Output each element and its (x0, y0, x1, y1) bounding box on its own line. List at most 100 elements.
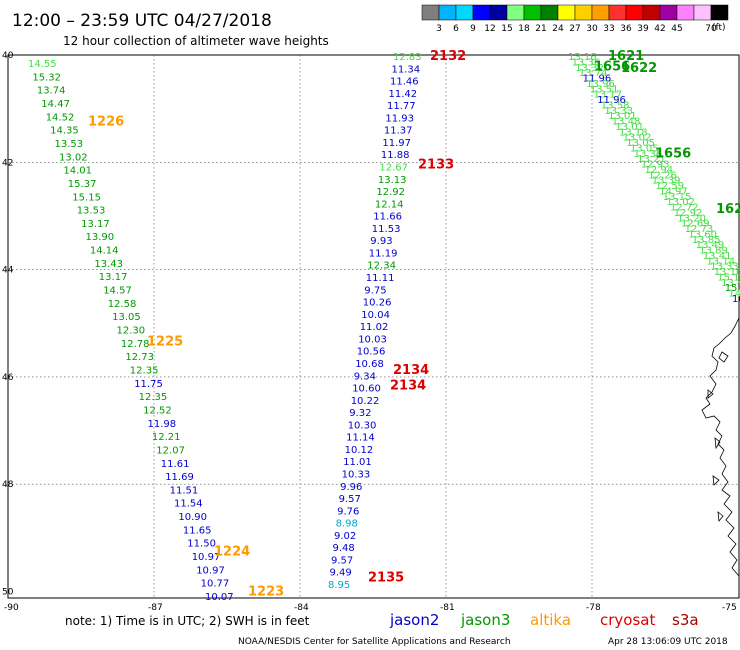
wave-height-value: 10.12 (345, 445, 374, 456)
pass-time-label: 1621 (608, 49, 644, 64)
wave-height-value: 9.76 (337, 506, 359, 517)
pass-time-label: 1223 (248, 584, 284, 599)
colorbar-swatch (574, 4, 593, 21)
wave-height-value: 9.75 (364, 285, 386, 296)
wave-height-value: 13.05 (626, 138, 655, 149)
wave-height-value: 11.77 (387, 101, 416, 112)
wave-height-value: 11.88 (381, 150, 410, 161)
latitude-tick-label: 50 (2, 588, 14, 598)
wave-height-value: 11.42 (389, 89, 418, 100)
wave-height-value: 12.35 (130, 366, 159, 377)
colorbar-swatch (540, 4, 559, 21)
wave-height-value: 13.17 (99, 272, 128, 283)
wave-height-value: 12.35 (139, 392, 168, 403)
wave-height-value: 12.07 (156, 445, 185, 456)
track-east: 13.1613.3613.3213.7411.9613.9613.5113.17… (568, 49, 740, 305)
longitude-tick-label: -75 (722, 603, 737, 613)
wave-height-value: 9.32 (349, 408, 371, 419)
colorbar-label: 12 (484, 24, 495, 34)
wave-height-value: 13.90 (86, 232, 115, 243)
wave-height-value: 13.53 (77, 206, 106, 217)
longitude-tick-label: -78 (586, 603, 601, 613)
wave-height-value: 13.48 (612, 117, 641, 128)
longitude-tick-label: -84 (294, 603, 309, 613)
latitude-tick-label: 40 (2, 51, 14, 61)
wave-height-value: 8.95 (328, 580, 350, 591)
wave-height-value: 10.97 (192, 552, 221, 563)
satellite-legend: jason2 jason3 altika cryosat s3a (389, 611, 699, 629)
wave-height-value: 11.50 (187, 539, 216, 550)
wave-height-value: 13.51 (590, 84, 619, 95)
wave-height-value: 13.05 (112, 312, 141, 323)
wave-height-value: 13.36 (634, 149, 663, 160)
colorbar-label: 6 (453, 24, 459, 34)
wave-height-value: 10.11 (732, 294, 740, 305)
wave-height-value: 12.67 (379, 163, 408, 174)
wave-height-value: 12.58 (108, 299, 137, 310)
wave-height-value: 11.01 (343, 457, 372, 468)
coastline (701, 317, 740, 577)
pass-time-label: 2135 (368, 571, 404, 586)
wave-height-value: 12.92 (674, 208, 703, 219)
wave-height-value: 15.37 (68, 179, 97, 190)
wave-height-value: 11.75 (134, 379, 163, 390)
wave-height-value: 11.19 (369, 249, 398, 260)
wave-height-value: 8.98 (336, 519, 358, 530)
colorbar-label: 3 (436, 24, 442, 34)
wave-height-value: 14.01 (63, 166, 92, 177)
wave-height-value: 12.73 (125, 352, 154, 363)
wave-height-value: 12.73 (685, 224, 714, 235)
footer-timestamp: Apr 28 13:06:09 UTC 2018 (608, 637, 728, 647)
wave-height-value: 9.57 (339, 494, 361, 505)
colorbar-label: 36 (620, 24, 632, 34)
pass-time-label: 1622 (621, 61, 657, 76)
colorbar-swatch (710, 4, 729, 21)
axis-tick-labels: 40 42 44 46 48 50 -90 -87 -84 -81 -78 -75 (2, 51, 737, 613)
colorbar-swatch (625, 4, 644, 21)
wave-height-value: 13.17 (81, 219, 110, 230)
colorbar-label: 30 (586, 24, 598, 34)
wave-height-value: 9.49 (330, 568, 352, 579)
pass-time-label: 2132 (430, 49, 466, 64)
colorbar-swatch (506, 4, 525, 21)
wave-height-value: 14.97 (659, 186, 688, 197)
wave-height-value: 13.17 (594, 90, 623, 101)
wave-height-value: 10.68 (355, 359, 384, 370)
wave-height-value: 11.93 (385, 113, 414, 124)
wave-height-value: 13.33 (710, 262, 739, 273)
colorbar-label: 70 (705, 24, 717, 34)
wave-height-value: 14.14 (90, 246, 119, 257)
colorbar-swatch (489, 4, 508, 21)
wave-height-value: 11.54 (174, 499, 203, 510)
wave-height-value: 10.26 (363, 298, 392, 309)
wave-height-value: 13.33 (604, 106, 633, 117)
colorbar-label: 39 (637, 24, 649, 34)
wave-height-value: 10.04 (361, 310, 390, 321)
colorbar-unit: (ft) (712, 23, 726, 33)
wave-height-value: 11.34 (392, 64, 421, 75)
wave-height-value: 13.21 (637, 154, 666, 165)
colorbar-swatch (591, 4, 610, 21)
wave-height-value: 10.03 (358, 334, 387, 345)
colorbar-label: 9 (470, 24, 476, 34)
wave-height-value: 9.48 (333, 543, 355, 554)
pass-time-label: 1224 (214, 545, 250, 560)
wave-height-value: 15.18 (717, 273, 740, 284)
wave-height-value: 10.30 (348, 420, 377, 431)
wave-height-value: 13.20 (677, 213, 706, 224)
wave-height-value: 11.46 (390, 77, 419, 88)
footer-note: note: 1) Time is in UTC; 2) SWH is in fe… (65, 614, 310, 628)
wave-height-value: 11.66 (373, 212, 402, 223)
wave-height-value: 13.36 (572, 57, 601, 68)
pass-time-label: 1226 (88, 115, 124, 130)
colorbar-swatch (523, 4, 542, 21)
wave-height-value: 13.16 (714, 267, 740, 278)
wave-height-value: 9.34 (354, 371, 376, 382)
colorbar-swatch (608, 4, 627, 21)
legend-altika: altika (530, 611, 571, 629)
legend-s3a: s3a (672, 611, 699, 629)
wave-height-value: 10.56 (357, 347, 386, 358)
wave-height-value: 11.37 (384, 126, 413, 137)
colorbar-swatch (472, 4, 491, 21)
